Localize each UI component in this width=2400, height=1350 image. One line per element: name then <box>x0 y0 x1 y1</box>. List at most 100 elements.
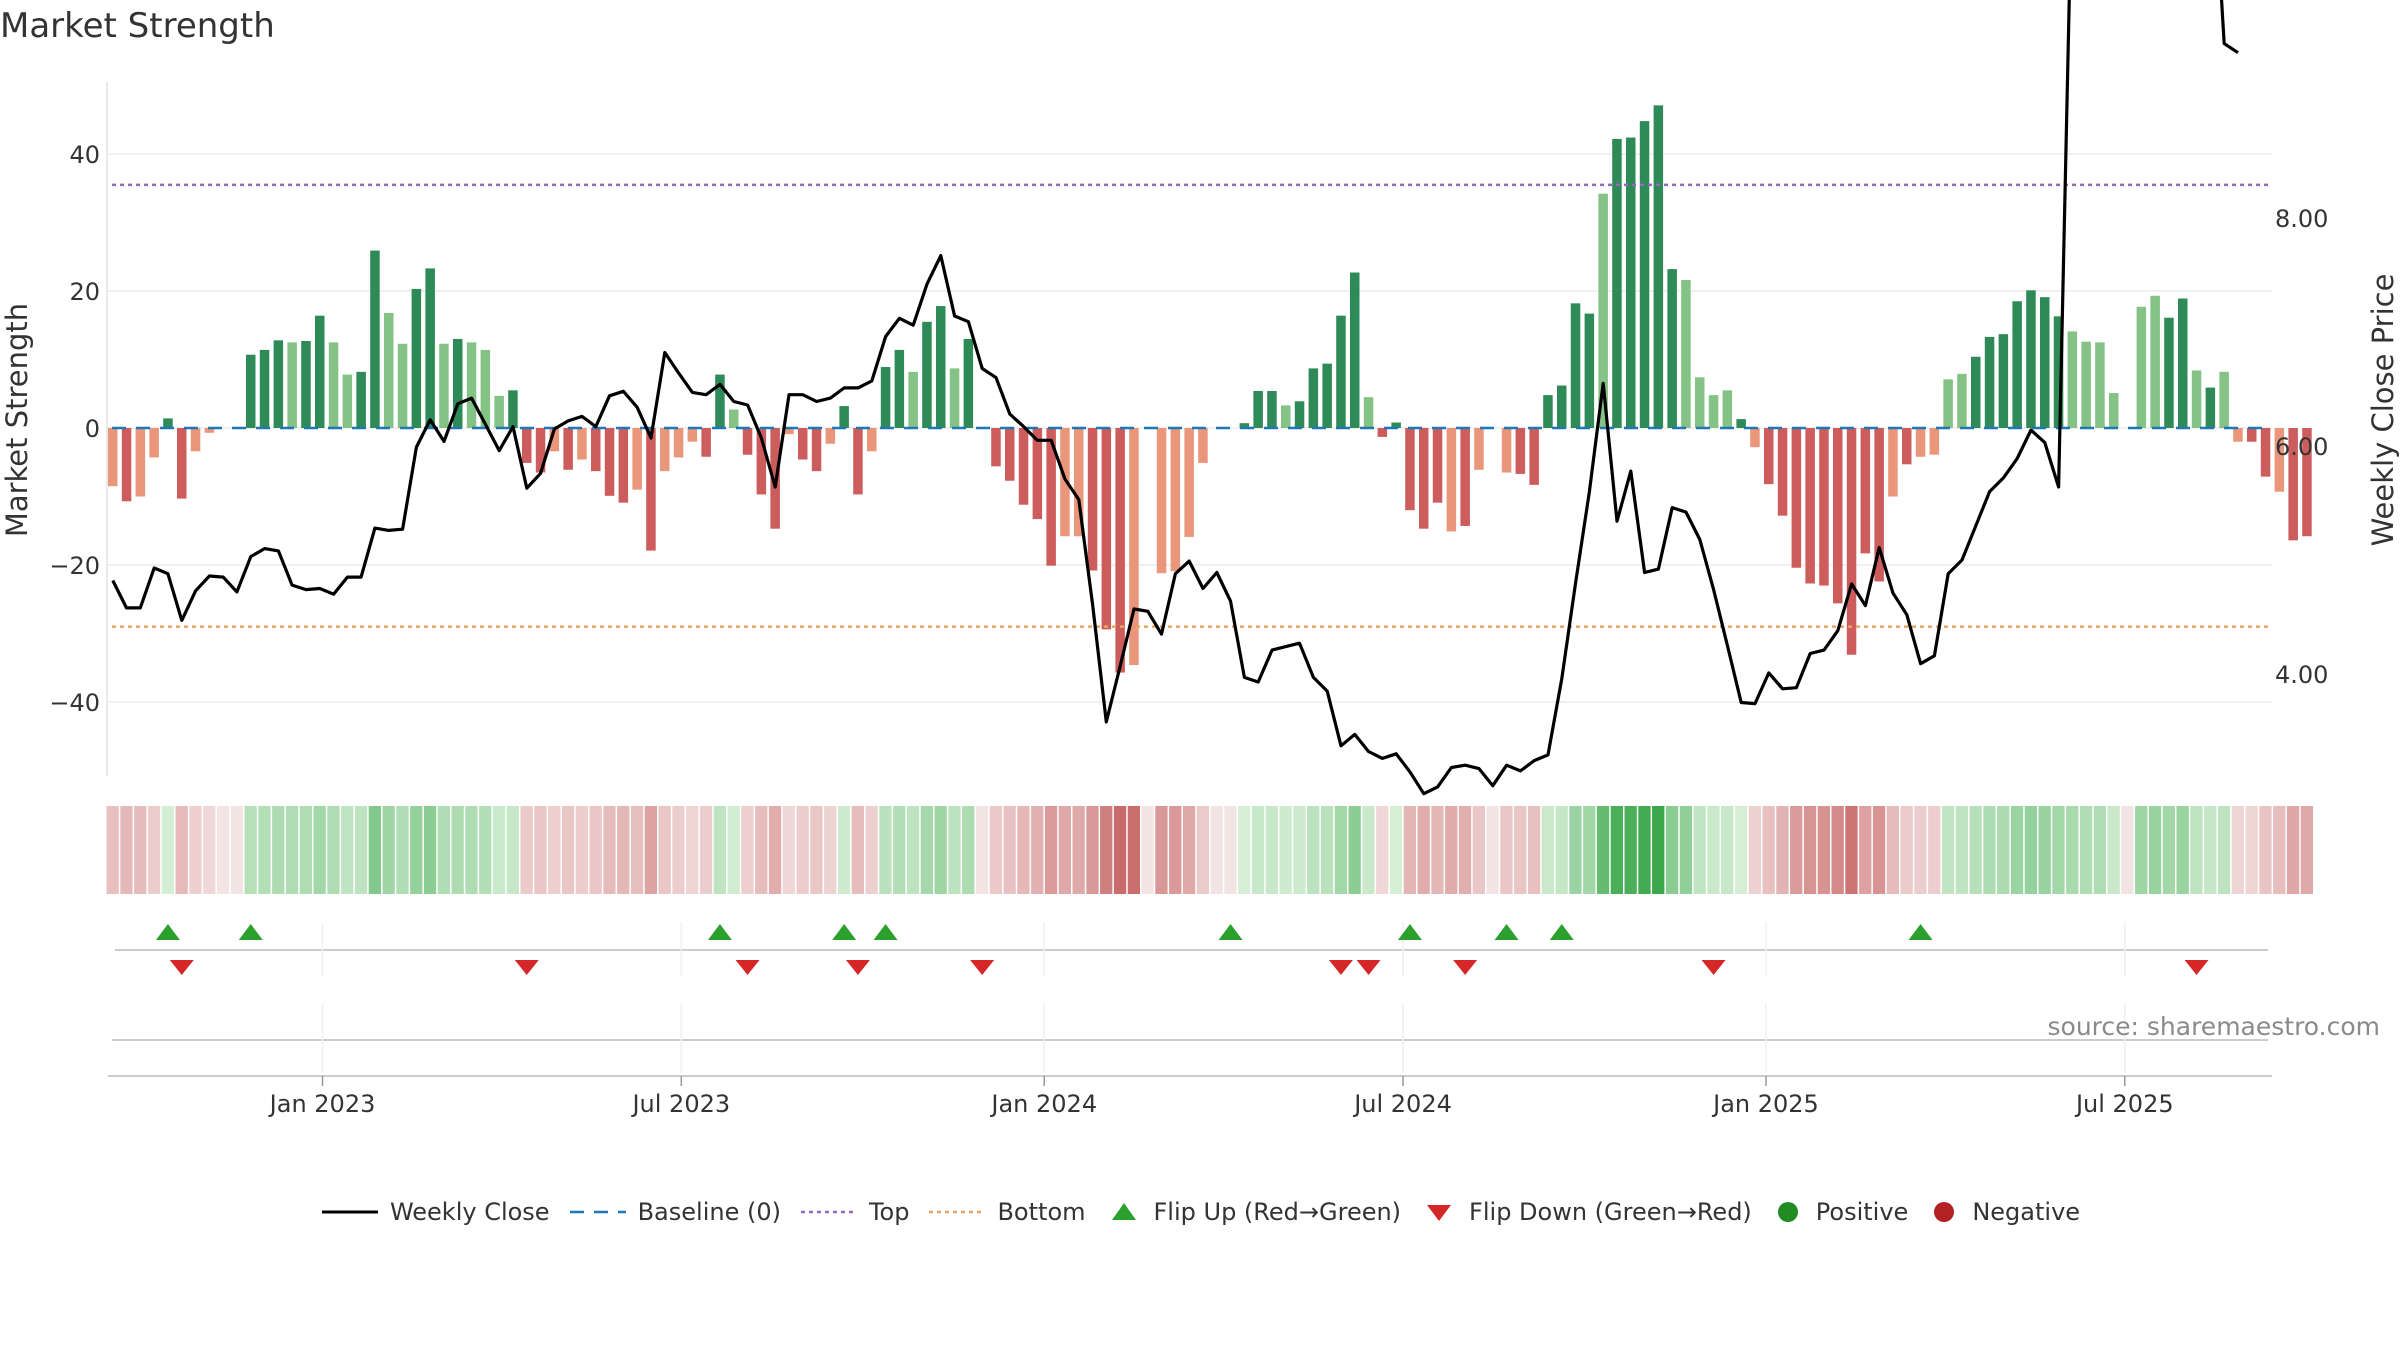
strength-bar <box>508 390 518 428</box>
strength-bar <box>1184 428 1194 537</box>
heat-cell <box>2079 806 2093 894</box>
strength-bar <box>894 349 905 428</box>
legend-label: Positive <box>1815 1198 1909 1226</box>
heat-cell <box>1086 806 1099 894</box>
flip-up-marker <box>1218 924 1243 940</box>
heat-cell <box>423 806 437 894</box>
heat-cell <box>2300 806 2313 894</box>
heat-cell <box>1665 806 1679 894</box>
strength-bar <box>922 321 932 428</box>
heat-cell <box>617 806 630 894</box>
heat-cell <box>1445 806 1458 894</box>
strength-bar <box>853 428 863 495</box>
strength-bar <box>591 428 601 472</box>
x-tick-label: Jul 2025 <box>2074 1090 2174 1118</box>
y-tick-label: 0 <box>85 415 100 443</box>
strength-bar <box>880 367 891 428</box>
strength-bar <box>2178 298 2188 428</box>
strength-bar <box>1929 428 1940 455</box>
heat-cell <box>1044 806 1058 894</box>
heat-cell <box>2135 806 2148 894</box>
y-tick-label: 20 <box>69 278 100 306</box>
heat-cell <box>1251 806 1265 894</box>
heat-cell <box>989 806 1002 894</box>
flip-markers <box>115 922 2268 976</box>
strength-bar <box>1018 428 1029 505</box>
heat-cell <box>548 806 561 894</box>
strength-bar <box>701 428 711 457</box>
heat-cell <box>1169 806 1182 894</box>
heat-cell <box>161 806 174 894</box>
heat-cell <box>2286 806 2300 894</box>
heat-cell <box>396 806 409 894</box>
legend-baseline: Baseline (0) <box>568 1198 781 1226</box>
strength-bar <box>729 409 739 428</box>
strength-bar <box>1708 395 1719 428</box>
strength-bar <box>1888 428 1898 497</box>
strength-bar <box>480 349 491 428</box>
strength-bar <box>1819 428 1829 586</box>
heat-cell <box>203 806 216 894</box>
heat-cell <box>1113 806 1127 894</box>
heat-cell <box>1058 806 1071 894</box>
heat-cell <box>230 806 243 894</box>
heat-cell <box>2093 806 2106 894</box>
heat-cell <box>727 806 740 894</box>
legend-flip-up: Flip Up (Red→Green) <box>1104 1198 1401 1226</box>
strength-bar <box>1529 428 1539 485</box>
heat-cell <box>975 806 989 894</box>
strength-bar <box>1294 401 1305 428</box>
heat-cell <box>451 806 464 894</box>
heat-cell <box>313 806 326 894</box>
heat-cell <box>1955 806 1968 894</box>
strength-bar <box>1350 272 1360 428</box>
heat-cell <box>1900 806 1913 894</box>
x-tick-label: Jul 2023 <box>630 1090 730 1118</box>
heat-cell <box>1362 806 1375 894</box>
strength-bar <box>1722 390 1733 428</box>
flip-down-marker <box>2184 960 2209 975</box>
strength-bar <box>1653 105 1664 429</box>
strength-bar <box>494 395 504 428</box>
strength-bar <box>1419 428 1429 529</box>
flip-up-marker <box>1397 924 1422 940</box>
strength-bar <box>356 371 366 428</box>
heat-cell <box>1707 806 1720 894</box>
flip-up-marker <box>238 924 263 940</box>
heat-cell <box>244 806 257 894</box>
strength-bar <box>259 349 270 428</box>
heat-cell <box>1003 806 1016 894</box>
heat-cell <box>1348 806 1361 894</box>
x-axis-ticks: Jan 2023 Jul 2023 Jan 2024 Jul 2024 Jan 2025… <box>108 1075 2272 1118</box>
heat-cell <box>1307 806 1320 894</box>
heat-cell <box>934 806 947 894</box>
heat-cell <box>2259 806 2272 894</box>
weekly-close-line <box>111 0 2239 796</box>
heat-cell <box>906 806 920 894</box>
strength-bar <box>2260 428 2271 477</box>
heat-cell <box>2231 806 2244 894</box>
heat-cell <box>865 806 878 894</box>
strength-bar <box>784 428 794 435</box>
heat-cell <box>824 806 837 894</box>
heat-cell <box>1969 806 1982 894</box>
strength-bars <box>108 105 2312 673</box>
strength-bar <box>1998 334 2009 428</box>
heat-cell <box>879 806 892 894</box>
strength-bar <box>1460 428 1470 526</box>
strength-bar <box>2026 290 2036 428</box>
heat-cell <box>479 806 492 894</box>
strength-bar <box>1253 391 1263 428</box>
heat-cell <box>2121 806 2134 894</box>
heat-cell <box>299 806 312 894</box>
heat-cell <box>1238 806 1251 894</box>
strength-bar <box>1833 428 1843 604</box>
strength-bar <box>1874 428 1884 582</box>
heat-cell <box>2190 806 2203 894</box>
heat-cell <box>1017 806 1030 894</box>
heat-cell <box>699 806 713 894</box>
strength-bar <box>577 428 587 460</box>
heat-cell <box>258 806 271 894</box>
heat-cell <box>1031 806 1044 894</box>
strength-bar <box>604 428 615 496</box>
